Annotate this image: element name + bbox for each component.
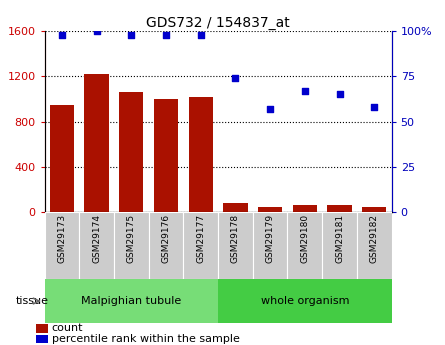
Text: whole organism: whole organism xyxy=(261,296,349,306)
Text: GSM29173: GSM29173 xyxy=(57,214,66,263)
Bar xyxy=(218,279,392,323)
Bar xyxy=(328,205,352,212)
Point xyxy=(162,32,170,38)
Bar xyxy=(44,279,218,323)
Bar xyxy=(36,324,48,333)
Bar xyxy=(183,212,218,279)
Bar xyxy=(114,212,149,279)
Text: GSM29182: GSM29182 xyxy=(370,214,379,263)
Bar xyxy=(50,105,74,212)
Bar xyxy=(253,212,287,279)
Point xyxy=(58,32,65,38)
Bar xyxy=(189,97,213,212)
Bar xyxy=(218,212,253,279)
Point xyxy=(197,32,204,38)
Text: GSM29177: GSM29177 xyxy=(196,214,205,263)
Bar xyxy=(322,212,357,279)
Text: count: count xyxy=(52,323,83,333)
Point xyxy=(93,28,100,34)
Bar xyxy=(154,99,178,212)
Point xyxy=(336,92,343,97)
Text: GSM29180: GSM29180 xyxy=(300,214,309,263)
Text: GSM29176: GSM29176 xyxy=(162,214,170,263)
Text: GSM29174: GSM29174 xyxy=(92,214,101,263)
Bar xyxy=(44,212,79,279)
Bar xyxy=(119,92,143,212)
Bar xyxy=(223,203,247,212)
Text: Malpighian tubule: Malpighian tubule xyxy=(81,296,182,306)
Point xyxy=(128,32,135,38)
Bar xyxy=(258,207,282,212)
Text: tissue: tissue xyxy=(16,296,49,306)
Bar xyxy=(149,212,183,279)
Text: GSM29175: GSM29175 xyxy=(127,214,136,263)
Bar xyxy=(79,212,114,279)
Bar xyxy=(293,205,317,212)
Bar xyxy=(287,212,322,279)
Text: GSM29179: GSM29179 xyxy=(266,214,275,263)
Point xyxy=(301,88,308,93)
Point xyxy=(371,104,378,110)
Bar xyxy=(362,207,386,212)
Text: GSM29178: GSM29178 xyxy=(231,214,240,263)
Bar xyxy=(36,335,48,343)
Text: GSM29181: GSM29181 xyxy=(335,214,344,263)
Bar xyxy=(85,74,109,212)
Bar xyxy=(357,212,392,279)
Title: GDS732 / 154837_at: GDS732 / 154837_at xyxy=(146,16,290,30)
Point xyxy=(232,75,239,81)
Text: percentile rank within the sample: percentile rank within the sample xyxy=(52,334,239,344)
Point xyxy=(267,106,274,112)
